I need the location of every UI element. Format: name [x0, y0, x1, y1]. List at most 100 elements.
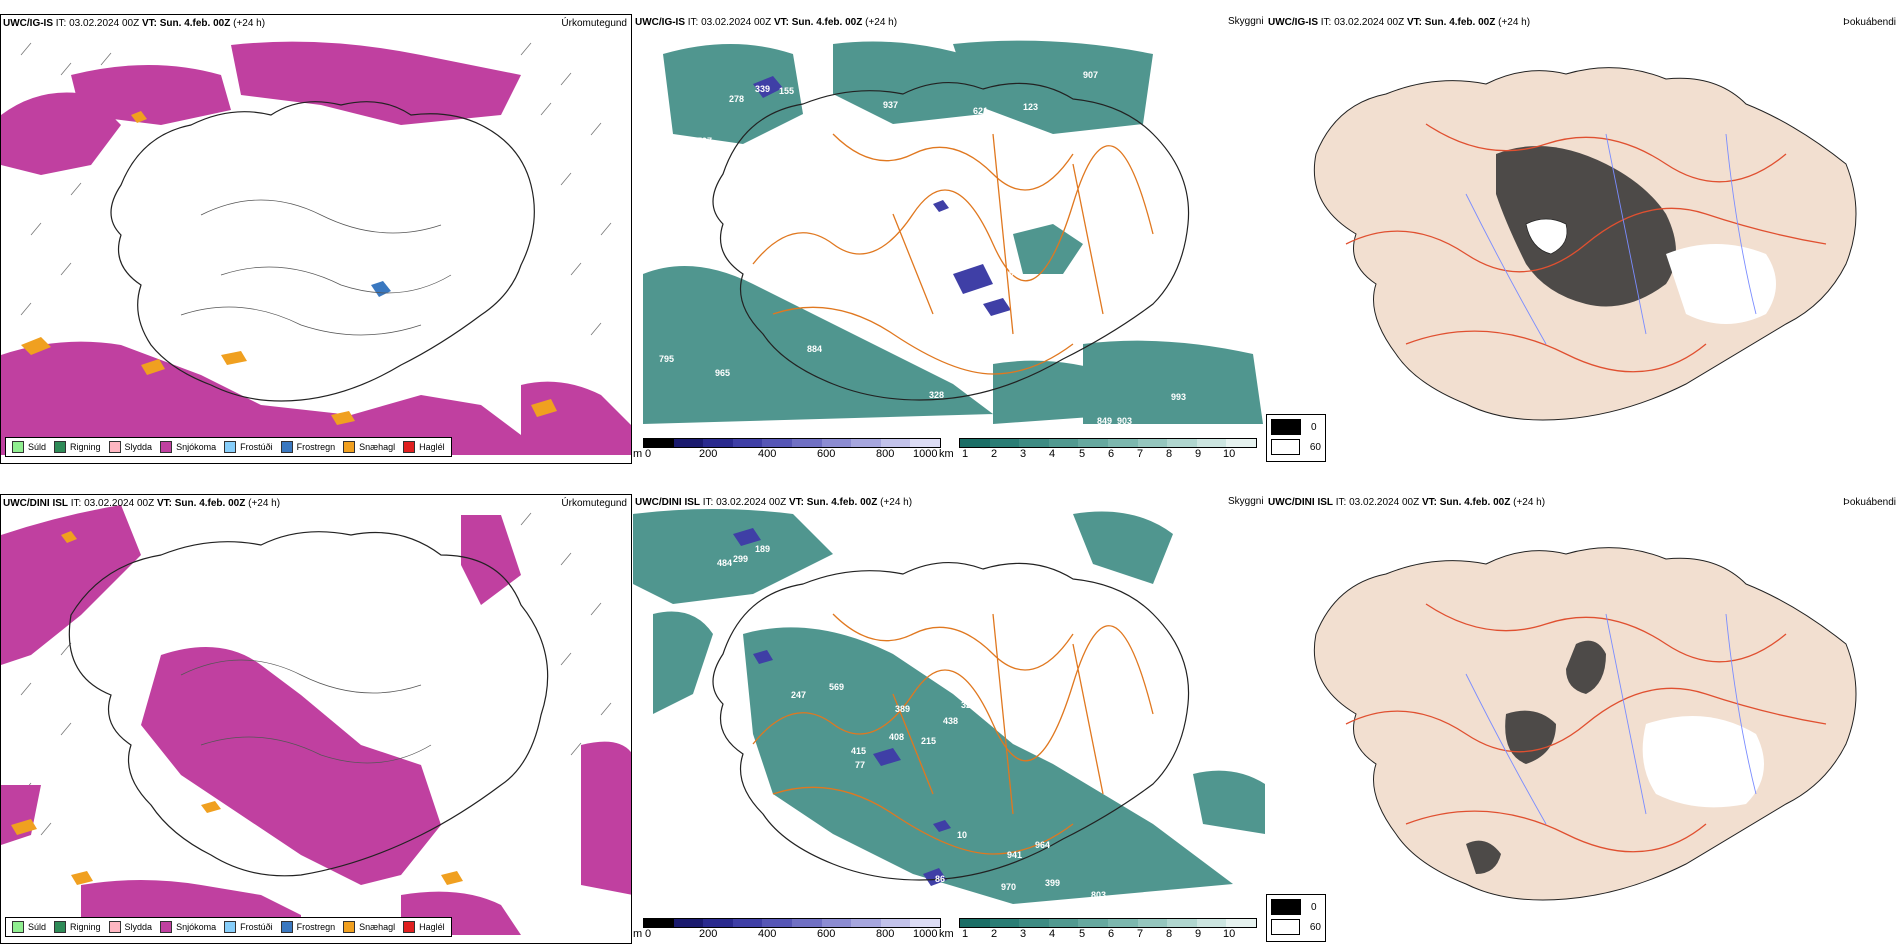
precip-legend-top: Súld Rigning Slydda Snjókoma Frostúði Fr… [5, 437, 452, 457]
fog-title-bottom: Þokuábendi [1843, 497, 1896, 508]
vis-value: 884 [807, 344, 823, 354]
visibility-map-bottom [633, 509, 1265, 904]
precip-map-bottom [1, 505, 631, 935]
meter-tick: 400 [758, 448, 777, 460]
legend-item: Frostúði [224, 921, 273, 933]
meter-unit: m [633, 448, 643, 460]
visibility-title-top: Skyggni [1228, 16, 1264, 27]
model-header-bottom: UWC/DINI ISL IT: 03.02.2024 00Z VT: Sun.… [3, 498, 281, 509]
precip-type-panel-top: UWC/IG-IS IT: 03.02.2024 00Z VT: Sun. 4.… [0, 14, 632, 464]
km-tick: 8 [1166, 928, 1173, 940]
km-tick: 3 [1020, 448, 1027, 460]
vis-value: 907 [1083, 70, 1099, 80]
vis-value: 797 [697, 136, 713, 146]
km-unit: km [939, 928, 954, 940]
legend-item: Snjókoma [160, 921, 216, 933]
fog-panel-bottom: UWC/DINI ISL IT: 03.02.2024 00Z VT: Sun.… [1266, 494, 1900, 944]
km-tick: 3 [1020, 928, 1027, 940]
vis-value: 795 [659, 354, 675, 364]
vis-value: 10 [957, 830, 968, 840]
vis-value: 189 [755, 544, 771, 554]
legend-item: Haglél [403, 921, 445, 933]
legend-item: Frostregn [280, 441, 335, 453]
vis-value: 123 [1023, 102, 1039, 112]
snow-area [1, 41, 631, 456]
meter-tick: 600 [817, 928, 836, 940]
km-tick: 1 [962, 928, 969, 940]
precip-type-panel-bottom: UWC/DINI ISL IT: 03.02.2024 00Z VT: Sun.… [0, 494, 632, 944]
legend-item: Súld [12, 921, 46, 933]
vis-value: 903 [1117, 416, 1133, 426]
vis-value: 408 [889, 732, 905, 742]
vis-value: 339 [755, 84, 771, 94]
model-header-fog-top: UWC/IG-IS IT: 03.02.2024 00Z VT: Sun. 4.… [1268, 17, 1531, 28]
legend-item: Haglél [403, 441, 445, 453]
fog-map-bottom [1313, 547, 1857, 901]
vis-value: 215 [921, 736, 937, 746]
roads [752, 613, 1154, 855]
km-tick: 7 [1137, 448, 1144, 460]
precip-type-title-bottom: Úrkomutegund [561, 498, 627, 509]
km-tick: 10 [1223, 928, 1236, 940]
meter-tick: 1000 [913, 928, 938, 940]
legend-item: Súld [12, 441, 46, 453]
vis-value: 993 [1171, 392, 1187, 402]
vis-value: 880 [1223, 864, 1239, 874]
rivers [1465, 613, 1757, 825]
fog-legend-item: 60 [1267, 915, 1325, 935]
vis-value: 389 [895, 704, 911, 714]
fog-legend-bottom: 0 60 [1266, 894, 1326, 942]
roads [752, 133, 1154, 375]
meter-tick: 0 [645, 448, 652, 460]
iceland-land [1313, 547, 1857, 901]
vis-value: 965 [715, 368, 731, 378]
fog-legend-top: 0 60 [1266, 414, 1326, 462]
snow-area [1, 505, 631, 935]
km-scale-bar [959, 918, 1257, 928]
legend-item: Snæhagl [343, 441, 395, 453]
fog-panel-top: UWC/IG-IS IT: 03.02.2024 00Z VT: Sun. 4.… [1266, 14, 1900, 464]
vis-value: 878 [971, 906, 987, 916]
km-tick: 2 [991, 448, 998, 460]
meter-scale-bar [643, 438, 941, 448]
roads [1345, 123, 1827, 373]
visibility-scales-bottom: m 0 200 400 600 800 1000 km 1 2 3 4 5 6 … [633, 914, 1265, 944]
legend-item: Rigning [54, 921, 101, 933]
meter-scale-bar [643, 918, 941, 928]
vis-value: 941 [1007, 850, 1023, 860]
km-unit: km [939, 448, 954, 460]
contours [180, 659, 432, 764]
low-visibility-area [643, 40, 1263, 425]
fog-map-top [1313, 67, 1857, 421]
km-tick: 5 [1079, 928, 1086, 940]
vis-value: 165 [977, 288, 993, 298]
contours [180, 199, 452, 336]
vis-value: 155 [779, 86, 795, 96]
legend-item: Slydda [108, 921, 152, 933]
model-header-top: UWC/IG-IS IT: 03.02.2024 00Z VT: Sun. 4.… [3, 18, 266, 29]
legend-item: Frostregn [280, 921, 335, 933]
freezing-rain-area [371, 281, 391, 297]
km-tick: 8 [1166, 448, 1173, 460]
rivers [1465, 133, 1757, 345]
visibility-scales-top: m 0 200 400 600 800 1000 km 1 2 3 4 5 6 … [633, 434, 1265, 464]
roads [1345, 603, 1827, 853]
iceland-outline [712, 82, 1190, 401]
vis-value: 375 [949, 118, 965, 128]
iceland-outline [110, 101, 535, 402]
km-tick: 2 [991, 928, 998, 940]
vis-value: 803 [1091, 890, 1107, 900]
legend-item: Rigning [54, 441, 101, 453]
visibility-title-bottom: Skyggni [1228, 496, 1264, 507]
precip-map-top [1, 41, 631, 456]
fog-legend-item: 0 [1267, 415, 1325, 435]
legend-item: Snjókoma [160, 441, 216, 453]
iceland-outline [68, 531, 549, 877]
glacier-white [1525, 218, 1568, 255]
fog-legend-item: 0 [1267, 895, 1325, 915]
vis-value: 970 [1001, 882, 1017, 892]
vis-value: 299 [733, 554, 749, 564]
km-tick: 6 [1108, 928, 1115, 940]
km-tick: 4 [1049, 448, 1056, 460]
meter-tick: 200 [699, 448, 718, 460]
